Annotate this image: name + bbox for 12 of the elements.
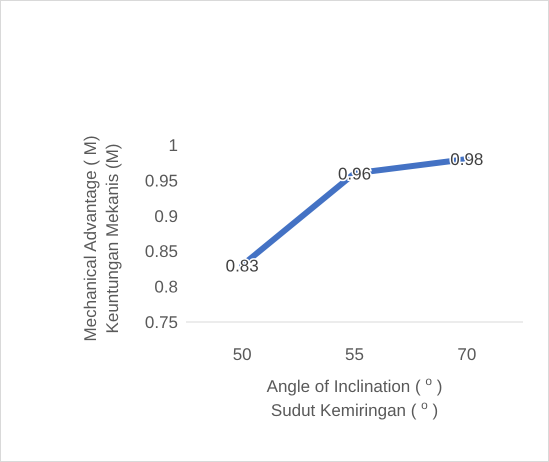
x-tick-label: 70 [457,345,476,364]
y-tick-label: 0.75 [144,313,178,332]
y-tick-label: 1 [168,136,178,155]
x-tick-label: 50 [232,345,252,364]
y-tick-label: 0.9 [154,206,178,226]
x-tick-label: 55 [345,345,364,364]
y-tick-label: 0.85 [144,242,178,262]
data-label: 0.83 [226,256,259,276]
y-tick-label: 0.8 [154,278,178,297]
y-tick-label: 0.95 [144,171,178,190]
text: Angle of Inclination ( $^{o}$ ) Sudut Kemiringan ( $^{o}$ ) [266,374,442,420]
y-axis-title: Mechanical Advantage ( M) Keuntungan Mekanis (M) [81,136,122,342]
